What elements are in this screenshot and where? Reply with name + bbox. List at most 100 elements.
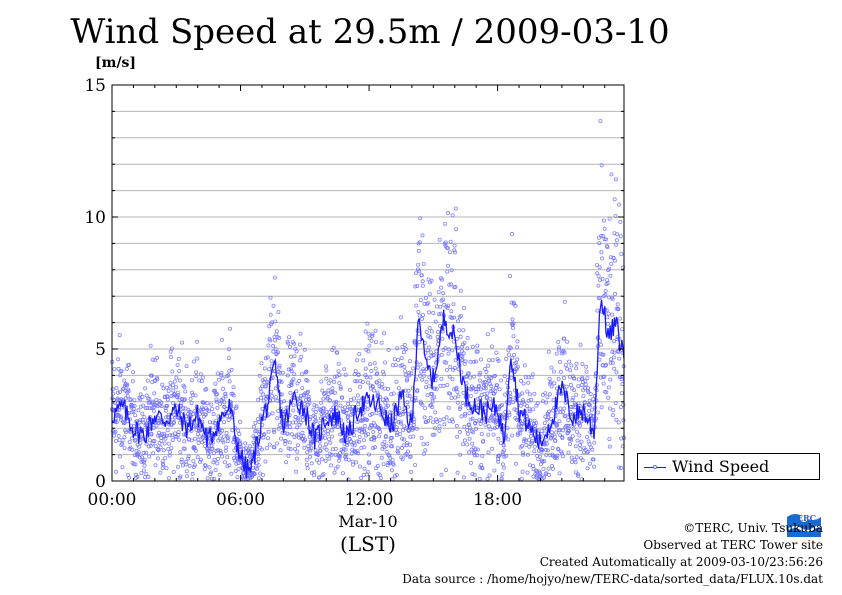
scatter-point xyxy=(247,449,252,454)
scatter-point xyxy=(439,285,444,290)
scatter-point xyxy=(470,344,475,349)
scatter-point xyxy=(444,360,449,365)
scatter-point xyxy=(472,374,477,379)
scatter-point xyxy=(600,276,605,281)
scatter-point xyxy=(453,358,458,363)
scatter-point xyxy=(257,373,262,378)
scatter-point xyxy=(168,349,173,354)
scatter-point xyxy=(429,402,434,407)
scatter-point xyxy=(334,399,339,404)
scatter-point xyxy=(459,414,464,419)
scatter-point xyxy=(452,248,457,253)
scatter-point xyxy=(351,396,356,401)
scatter-point xyxy=(304,369,309,374)
scatter-point xyxy=(356,398,361,403)
scatter-point xyxy=(349,451,354,456)
scatter-point xyxy=(214,397,219,402)
scatter-point xyxy=(350,462,355,467)
scatter-point xyxy=(170,401,175,406)
scatter-point xyxy=(551,397,556,402)
scatter-point xyxy=(405,449,410,454)
scatter-point xyxy=(286,367,291,372)
scatter-point xyxy=(456,394,461,399)
scatter-point xyxy=(221,386,226,391)
scatter-point xyxy=(144,393,149,398)
scatter-point xyxy=(544,471,549,476)
scatter-point xyxy=(526,380,531,385)
scatter-point xyxy=(508,345,513,350)
scatter-point xyxy=(376,426,381,431)
scatter-point xyxy=(429,278,434,283)
scatter-point xyxy=(311,407,316,412)
scatter-point xyxy=(329,452,334,457)
scatter-point xyxy=(461,475,466,480)
scatter-point xyxy=(180,340,185,345)
scatter-point xyxy=(468,375,473,380)
scatter-point xyxy=(394,472,399,477)
scatter-point xyxy=(417,340,422,345)
scatter-point xyxy=(419,316,424,321)
scatter-point xyxy=(175,395,180,400)
scatter-point xyxy=(610,360,615,365)
scatter-point xyxy=(142,457,147,462)
scatter-point xyxy=(421,313,426,318)
scatter-point xyxy=(205,401,210,406)
scatter-point xyxy=(503,453,508,458)
scatter-point xyxy=(166,388,171,393)
scatter-point xyxy=(467,411,472,416)
scatter-point xyxy=(321,396,326,401)
scatter-point xyxy=(432,426,437,431)
scatter-point xyxy=(171,420,176,425)
scatter-point xyxy=(447,374,452,379)
scatter-point xyxy=(557,471,562,476)
scatter-point xyxy=(355,451,360,456)
scatter-point xyxy=(286,446,291,451)
scatter-point xyxy=(297,342,302,347)
scatter-point xyxy=(528,434,533,439)
scatter-point xyxy=(415,283,420,288)
scatter-point xyxy=(247,444,252,449)
scatter-point xyxy=(468,417,473,422)
scatter-point xyxy=(420,402,425,407)
scatter-point xyxy=(418,399,423,404)
scatter-point xyxy=(152,438,157,443)
terc-logo xyxy=(787,503,821,537)
scatter-point xyxy=(518,403,523,408)
scatter-point xyxy=(619,251,624,256)
scatter-point xyxy=(560,435,565,440)
scatter-point xyxy=(176,356,181,361)
scatter-point xyxy=(356,372,361,377)
scatter-point xyxy=(375,371,380,376)
scatter-point xyxy=(348,387,353,392)
scatter-point xyxy=(613,400,618,405)
scatter-point xyxy=(327,398,332,403)
scatter-point xyxy=(607,266,612,271)
scatter-point xyxy=(225,455,230,460)
scatter-point xyxy=(322,391,327,396)
scatter-point xyxy=(489,384,494,389)
scatter-point xyxy=(614,370,619,375)
scatter-point xyxy=(451,302,456,307)
scatter-point xyxy=(431,310,436,315)
scatter-point xyxy=(132,424,137,429)
scatter-point xyxy=(142,463,147,468)
scatter-point xyxy=(226,373,231,378)
scatter-point xyxy=(215,461,220,466)
scatter-point xyxy=(166,414,171,419)
scatter-point xyxy=(595,308,600,313)
scatter-point xyxy=(411,422,416,427)
scatter-point xyxy=(219,370,224,375)
scatter-point xyxy=(465,442,470,447)
scatter-point xyxy=(409,371,414,376)
scatter-point xyxy=(498,440,503,445)
scatter-point xyxy=(114,385,119,390)
scatter-point xyxy=(604,390,609,395)
scatter-point xyxy=(158,470,163,475)
scatter-point xyxy=(146,444,151,449)
scatter-point xyxy=(362,445,367,450)
scatter-point xyxy=(123,430,128,435)
scatter-point xyxy=(574,455,579,460)
scatter-point xyxy=(122,378,127,383)
scatter-point xyxy=(539,428,544,433)
scatter-point xyxy=(526,437,531,442)
